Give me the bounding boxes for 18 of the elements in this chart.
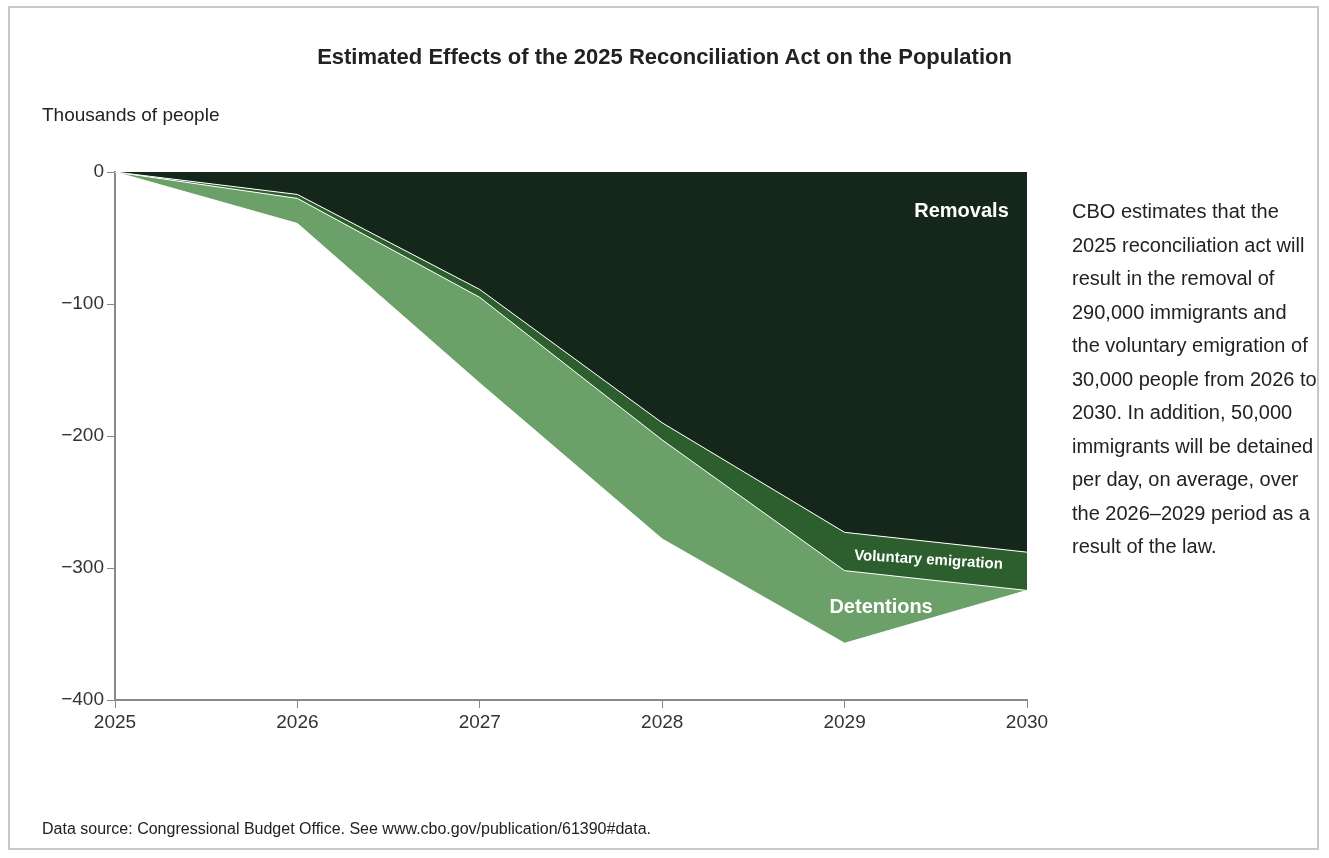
y-tick-label: 0 [93, 160, 104, 182]
x-tick-label: 2029 [823, 710, 866, 732]
y-tick-label: −300 [61, 556, 104, 578]
y-tick-label: −100 [61, 292, 104, 314]
y-tick-label: −400 [61, 688, 104, 710]
y-tick-label: −200 [61, 424, 104, 446]
series-label: Removals [914, 199, 1009, 222]
chart-title: Estimated Effects of the 2025 Reconciliation Act on the Population [316, 44, 1013, 70]
text: CBO estimates that the 2025 reconciliation act will result in the removal of 290,000 immigrants and the voluntary emigration of 30,000 people from 2026 to 2030. In addition, 50,000 immigrants will be detained per day, on average, over the 2026–2029 period as a result of the law. [1072, 200, 1317, 557]
x-tick-label: 2025 [93, 710, 137, 732]
x-tick-label: 2028 [641, 710, 684, 732]
x-tick-label: 2026 [276, 710, 319, 732]
series-label: Detentions [829, 595, 933, 618]
x-tick-label: 2030 [1005, 710, 1049, 732]
source-note: Data source: Congressional Budget Office. See www.cbo.gov/publication/61390#data. [42, 820, 651, 838]
x-tick-label: 2027 [458, 710, 501, 732]
series-label: Voluntary emigration [853, 545, 1004, 572]
y-axis-title: Thousands of people [42, 104, 220, 126]
